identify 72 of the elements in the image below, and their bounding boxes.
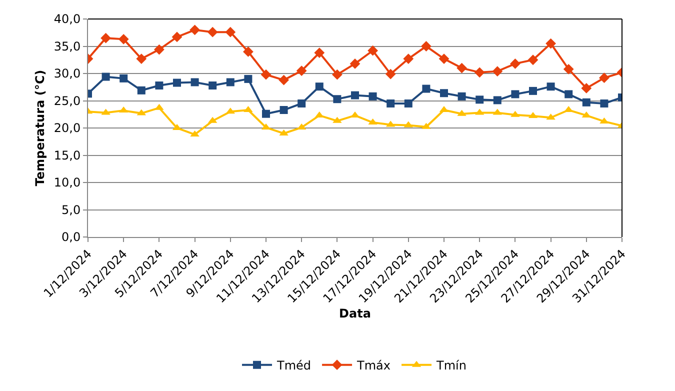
point [102, 72, 110, 81]
point [226, 78, 234, 86]
point [385, 68, 396, 80]
point [456, 62, 467, 74]
x-axis-title: Data [339, 306, 371, 321]
point [155, 81, 164, 90]
point [243, 46, 254, 57]
point [260, 69, 272, 80]
point [136, 54, 147, 64]
point [563, 64, 574, 74]
point [404, 99, 412, 108]
point [190, 24, 200, 36]
y-tick-label: 10,0 [54, 176, 81, 190]
point [100, 32, 111, 44]
point [332, 69, 342, 80]
point [422, 84, 430, 93]
point [368, 45, 378, 56]
y-axis-title: Temperatura (°C) [33, 70, 48, 186]
y-tick-label: 30,0 [54, 66, 81, 81]
legend-label: Tméd [276, 358, 312, 373]
point [546, 82, 555, 91]
point [440, 89, 448, 98]
point [438, 54, 450, 64]
point [474, 67, 485, 78]
point [244, 74, 252, 83]
y-tick-label: 15,0 [54, 148, 81, 162]
y-tick-label: 25,0 [54, 94, 81, 108]
point [386, 99, 395, 108]
point [421, 41, 432, 52]
point [190, 78, 199, 86]
point [600, 99, 608, 108]
y-tick-label: 35,0 [54, 39, 81, 54]
point [118, 34, 129, 44]
point [581, 83, 592, 94]
point [351, 91, 359, 100]
point [511, 90, 520, 98]
point [208, 81, 217, 90]
point [403, 54, 414, 64]
point [280, 106, 288, 114]
point [172, 32, 182, 42]
point [493, 96, 502, 104]
point [225, 26, 236, 38]
point [333, 95, 342, 104]
point [137, 86, 146, 94]
point [492, 66, 503, 77]
point [154, 44, 164, 55]
point [599, 72, 610, 84]
y-tick-label: 5,0 [62, 202, 81, 217]
y-tick-label: 20,0 [54, 121, 81, 136]
point [582, 98, 590, 106]
point [546, 38, 556, 49]
point [278, 74, 289, 86]
point [458, 92, 466, 100]
legend-label: Tmín [436, 358, 466, 373]
point [298, 99, 306, 108]
point [368, 92, 377, 100]
point [315, 82, 324, 91]
y-tick-label: 0,0 [62, 230, 81, 244]
point [207, 26, 218, 38]
legend-label: Tmáx [356, 358, 391, 373]
point [510, 58, 520, 69]
point [262, 110, 270, 118]
point [529, 86, 537, 95]
point [564, 90, 573, 98]
point [350, 58, 360, 69]
point [296, 66, 307, 76]
point [173, 78, 181, 87]
point [528, 54, 538, 66]
point [120, 74, 128, 82]
point [314, 48, 325, 58]
y-tick-label: 40,0 [54, 12, 81, 26]
point [476, 96, 484, 104]
